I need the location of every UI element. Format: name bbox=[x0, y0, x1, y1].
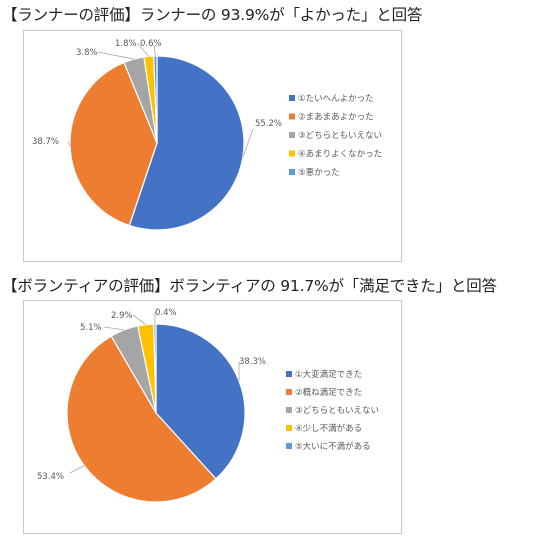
leader-line-2 bbox=[67, 141, 71, 147]
leader-line-4 bbox=[132, 314, 146, 325]
volunteer-heading: 【ボランティアの評価】ボランティアの 91.7%が「満足できた」と回答 bbox=[2, 277, 497, 295]
legend-label-5: ⑤大いに不満がある bbox=[295, 441, 371, 452]
leader-line-4 bbox=[136, 42, 150, 57]
volunteer-pie-chart: 38.3% 53.4% 5.1% 2.9% 0.4% ①大変満足できた ②概ね満足できた ③ど… bbox=[37, 308, 379, 503]
leader-line-3 bbox=[97, 51, 134, 60]
legend-swatch-2 bbox=[286, 389, 292, 395]
legend-swatch-5 bbox=[286, 443, 292, 449]
legend-swatch-1 bbox=[286, 371, 292, 377]
data-label-1: 38.3% bbox=[239, 357, 266, 367]
data-label-3: 5.1% bbox=[80, 323, 102, 333]
legend-label-4: ④少し不満がある bbox=[295, 423, 362, 434]
leader-line-5 bbox=[153, 44, 156, 57]
legend-swatch-1 bbox=[289, 95, 295, 101]
pie-slice-1 bbox=[155, 323, 246, 480]
legend-swatch-4 bbox=[286, 425, 292, 431]
data-label-2: 53.4% bbox=[37, 472, 64, 482]
data-label-4: 1.8% bbox=[115, 39, 137, 49]
leader-line-1 bbox=[242, 128, 254, 158]
legend-label-2: ②まあまあよかった bbox=[298, 113, 374, 123]
legend-label-3: ③どちらともいえない bbox=[295, 406, 379, 416]
data-label-4: 2.9% bbox=[111, 311, 133, 321]
runner-heading: 【ランナーの評価】ランナーの 93.9%が「よかった」と回答 bbox=[2, 6, 423, 24]
legend-label-4: ④あまりよくなかった bbox=[298, 150, 382, 160]
data-label-1: 55.2% bbox=[255, 119, 282, 129]
data-label-3: 3.8% bbox=[76, 48, 98, 58]
pie-slice-5 bbox=[153, 55, 158, 144]
legend-swatch-3 bbox=[289, 132, 295, 138]
data-label-5: 0.6% bbox=[140, 39, 162, 49]
volunteer-chart-panel: 38.3% 53.4% 5.1% 2.9% 0.4% ①大変満足できた ②概ね満足できた ③ど… bbox=[23, 300, 402, 534]
legend-swatch-5 bbox=[289, 169, 295, 175]
pie-slice-5 bbox=[153, 323, 157, 414]
pie-slice-1 bbox=[128, 55, 245, 231]
data-label-2: 38.7% bbox=[32, 137, 59, 147]
runner-chart-panel: 55.2% 38.7% 3.8% 1.8% 0.6% ①たいへんよかった ②まあまあよかった… bbox=[23, 30, 402, 262]
legend-label-5: ⑤悪かった bbox=[298, 168, 340, 178]
runner-pie-chart: 55.2% 38.7% 3.8% 1.8% 0.6% ①たいへんよかった ②まあまあよかった… bbox=[32, 39, 382, 231]
data-label-5: 0.4% bbox=[155, 308, 177, 318]
leader-line-3 bbox=[103, 326, 125, 331]
legend-label-2: ②概ね満足できた bbox=[295, 387, 362, 398]
legend-swatch-4 bbox=[289, 150, 295, 157]
legend-label-3: ③どちらともいえない bbox=[298, 131, 382, 141]
leader-line-2 bbox=[69, 465, 85, 474]
legend-label-1: ①大変満足できた bbox=[295, 369, 362, 380]
legend-swatch-3 bbox=[286, 407, 292, 413]
legend-label-1: ①たいへんよかった bbox=[298, 94, 374, 104]
legend-swatch-2 bbox=[289, 113, 295, 120]
